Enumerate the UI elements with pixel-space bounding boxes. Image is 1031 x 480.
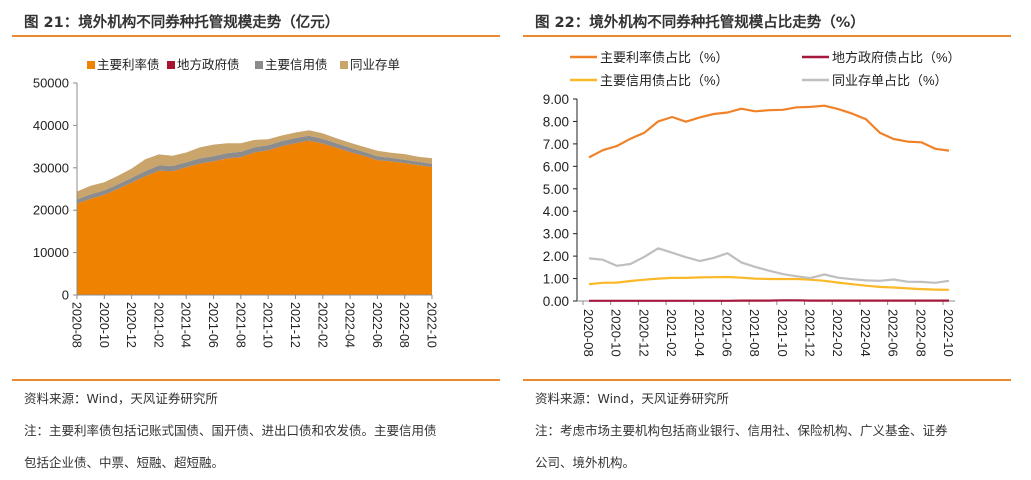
title-divider: [12, 35, 500, 37]
legend-label: 主要利率债占比（%）: [600, 50, 729, 65]
legend-label: 同业存单: [350, 58, 400, 72]
x-tick-label: 2021-08: [747, 309, 762, 357]
y-tick-label: 10000: [33, 245, 69, 260]
x-tick-label: 2021-12: [803, 309, 818, 357]
legend-label: 主要信用债: [265, 58, 328, 72]
legend-item: 主要信用债占比（%）: [570, 73, 729, 88]
x-tick-label: 2022-02: [315, 302, 329, 348]
x-tick-label: 2022-10: [941, 309, 956, 357]
x-tick-label: 2021-08: [233, 302, 247, 348]
x-tick-label: 2021-04: [179, 302, 193, 348]
x-tick-label: 2021-02: [151, 302, 165, 348]
note-line-2: 公司、境外机构。: [535, 455, 636, 470]
x-tick-label: 2022-06: [886, 309, 901, 357]
x-tick-label: 2022-10: [425, 302, 439, 348]
x-tick-label: 2022-04: [858, 309, 873, 357]
y-tick-label: 40000: [33, 118, 69, 133]
area-主要利率债: [77, 140, 432, 295]
y-tick-label: 50000: [33, 76, 69, 91]
x-tick-label: 2021-12: [288, 302, 302, 348]
x-tick-label: 2021-02: [664, 309, 679, 357]
legend-swatch: [167, 61, 175, 69]
area-同业存单: [77, 130, 432, 200]
title-divider: [523, 35, 1011, 37]
x-tick-label: 2020-12: [124, 302, 138, 348]
legend-swatch: [340, 61, 348, 69]
y-tick-label: 8.00: [543, 114, 569, 129]
x-tick-label: 2022-04: [343, 302, 357, 348]
figure-22-panel: 图 22：境外机构不同券种托管规模占比走势（%） 主要利率债占比（%） 地方政府债…: [515, 0, 1031, 480]
x-tick-label: 2020-12: [636, 309, 651, 357]
x-tick-label: 2020-08: [70, 302, 84, 348]
x-tick-label: 2022-02: [830, 309, 845, 357]
y-tick-label: 5.00: [543, 182, 569, 197]
y-tick-label: 7.00: [543, 137, 569, 152]
y-tick-label: 2.00: [543, 249, 569, 264]
x-tick-label: 2021-10: [775, 309, 790, 357]
legend-label: 地方政府债: [177, 57, 240, 72]
series-lines: [588, 104, 950, 302]
x-tick-label: 2022-08: [913, 309, 928, 357]
source-text: 资料来源：Wind，天风证券研究所: [24, 391, 218, 406]
x-tick-label: 2021-10: [261, 302, 275, 348]
chart-legend: 主要利率债占比（%） 地方政府债占比（%） 主要信用债占比（%） 同业存单占比（%）: [570, 50, 961, 88]
figure-22-title: 图 22：境外机构不同券种托管规模占比走势（%）: [535, 15, 865, 31]
footer-divider: [523, 379, 1011, 381]
x-tick-label: 2021-06: [206, 302, 220, 348]
y-tick-label: 0.00: [543, 294, 569, 309]
legend-item: 主要利率债占比（%）: [570, 50, 729, 65]
legend-label: 同业存单占比（%）: [832, 73, 948, 88]
figure-21-panel: 图 21：境外机构不同券种托管规模走势（亿元） 主要利率债 地方政府债 主要信用债 同…: [0, 0, 515, 480]
source-text: 资料来源：Wind，天风证券研究所: [535, 391, 729, 406]
legend-swatch: [255, 61, 263, 69]
note-line-2: 包括企业债、中票、短融、超短融。: [24, 455, 225, 470]
note-line-1: 注：主要利率债包括记账式国债、国开债、进出口债和农发债。主要信用债: [24, 423, 437, 438]
x-tick-label: 2020-10: [609, 309, 624, 357]
legend-item: 主要信用债: [255, 58, 328, 72]
footer-divider: [12, 379, 500, 381]
y-tick-label: 1.00: [543, 272, 569, 287]
x-tick-label: 2020-10: [97, 302, 111, 348]
stacked-area-chart: 主要利率债 地方政府债 主要信用债 同业存单 0 10000 20000 30000 40000…: [33, 57, 439, 348]
legend-label: 主要利率债: [97, 57, 160, 72]
x-tick-label: 2020-08: [581, 309, 596, 357]
legend-item: 主要利率债: [87, 57, 160, 72]
x-tick-label: 2021-04: [692, 309, 707, 357]
legend-item: 地方政府债占比（%）: [802, 50, 961, 65]
area-layers: [77, 130, 432, 295]
y-tick-label: 6.00: [543, 159, 569, 174]
y-tick-label: 20000: [33, 203, 69, 218]
legend-label: 主要信用债占比（%）: [600, 73, 729, 88]
chart-legend: 主要利率债 地方政府债 主要信用债 同业存单: [87, 57, 400, 72]
x-tick-label: 2022-08: [397, 302, 411, 348]
x-tick-label: 2022-06: [370, 302, 384, 348]
y-tick-label: 0: [62, 288, 69, 303]
y-tick-label: 9.00: [543, 92, 569, 107]
line-同业存单占比（%）: [588, 247, 950, 284]
area-主要信用债: [77, 135, 432, 204]
note-line-1: 注：考虑市场主要机构包括商业银行、信用社、保险机构、广义基金、证券: [535, 423, 948, 438]
legend-label: 地方政府债占比（%）: [832, 50, 961, 65]
legend-item: 地方政府债: [167, 57, 240, 72]
line-主要利率债占比（%）: [588, 104, 950, 159]
figure-21-title: 图 21：境外机构不同券种托管规模走势（亿元）: [24, 15, 340, 31]
y-tick-label: 4.00: [543, 204, 569, 219]
line-主要信用债占比（%）: [588, 275, 950, 291]
line-地方政府债占比（%）: [589, 299, 949, 302]
y-tick-label: 3.00: [543, 227, 569, 242]
legend-item: 同业存单占比（%）: [802, 73, 948, 88]
x-tick-label: 2021-06: [719, 309, 734, 357]
y-tick-label: 30000: [33, 160, 69, 175]
legend-item: 同业存单: [340, 58, 400, 72]
line-chart: 主要利率债占比（%） 地方政府债占比（%） 主要信用债占比（%） 同业存单占比（%） 0…: [543, 50, 961, 357]
legend-swatch: [87, 61, 95, 69]
